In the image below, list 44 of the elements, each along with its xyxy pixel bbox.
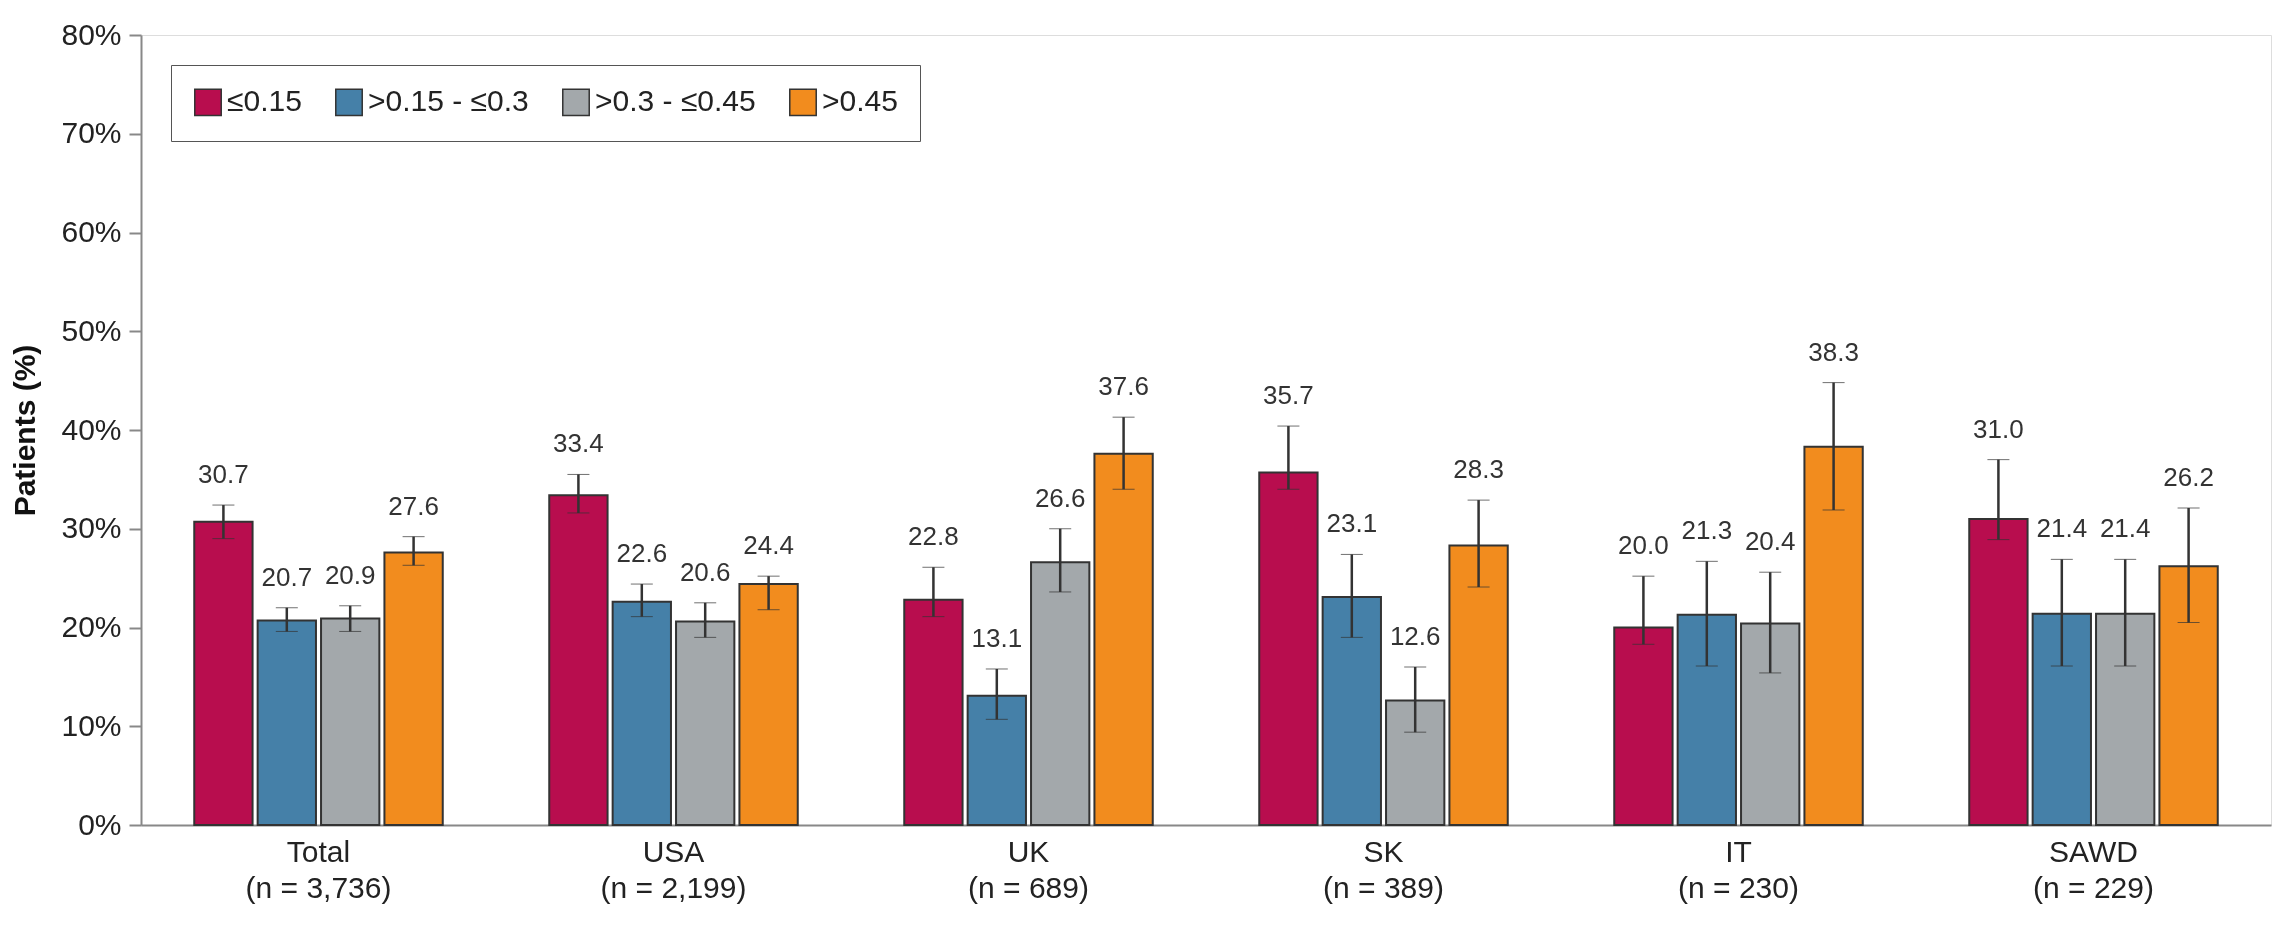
x-tick-label: USA (n = 2,199): [600, 834, 747, 904]
legend-label: >0.15 - ≤0.3: [368, 84, 529, 118]
data-label: 38.3: [1808, 336, 1859, 367]
legend-label: >0.45: [822, 84, 898, 118]
y-tick-label: 40%: [61, 412, 122, 446]
legend-label: ≤0.15: [227, 84, 302, 118]
data-label: 30.7: [198, 459, 249, 490]
x-tick-label: UK (n = 689): [968, 834, 1089, 904]
x-tick-label: IT (n = 230): [1678, 834, 1799, 904]
y-tick-label: 20%: [61, 610, 122, 643]
data-label: 26.6: [1034, 482, 1086, 513]
data-label: 12.6: [1389, 621, 1441, 651]
y-tick-label: 60%: [61, 215, 122, 248]
data-label: 26.2: [2163, 462, 2214, 493]
legend-label: >0.3 - ≤0.45: [595, 84, 756, 118]
data-label: 35.7: [1263, 380, 1314, 411]
data-label: 37.6: [1098, 371, 1149, 402]
y-axis-title: Patients (%): [8, 344, 42, 517]
x-tick-label: SK (n = 389): [1323, 834, 1444, 904]
y-tick-label: 50%: [61, 313, 122, 347]
data-label: 23.1: [1326, 508, 1378, 539]
data-label: 21.4: [2099, 513, 2151, 544]
y-tick-label: 30%: [61, 511, 122, 545]
data-label: 27.6: [388, 490, 439, 521]
data-label: 24.4: [743, 530, 794, 561]
y-tick-label: 80%: [61, 17, 122, 51]
data-label: 20.7: [261, 561, 313, 592]
data-label: 22.6: [616, 538, 668, 569]
data-label: 20.0: [1618, 530, 1669, 561]
data-label: 20.6: [679, 556, 731, 587]
y-tick-label: 10%: [61, 708, 122, 742]
data-label: 31.0: [1973, 413, 2024, 444]
y-tick-label: 70%: [61, 116, 122, 150]
data-label: 21.4: [2036, 513, 2088, 544]
data-label: 22.8: [908, 521, 959, 552]
data-label: 20.9: [324, 559, 376, 590]
y-tick-label: 0%: [78, 807, 122, 841]
x-tick-label: Total (n = 3,736): [245, 834, 392, 904]
data-label: 20.4: [1744, 526, 1796, 557]
data-label: 21.3: [1681, 515, 1733, 546]
x-tick-label: SAWD (n = 229): [2033, 834, 2154, 904]
data-label: 33.4: [553, 428, 604, 459]
data-label: 13.1: [971, 622, 1023, 653]
data-label: 28.3: [1453, 454, 1504, 485]
